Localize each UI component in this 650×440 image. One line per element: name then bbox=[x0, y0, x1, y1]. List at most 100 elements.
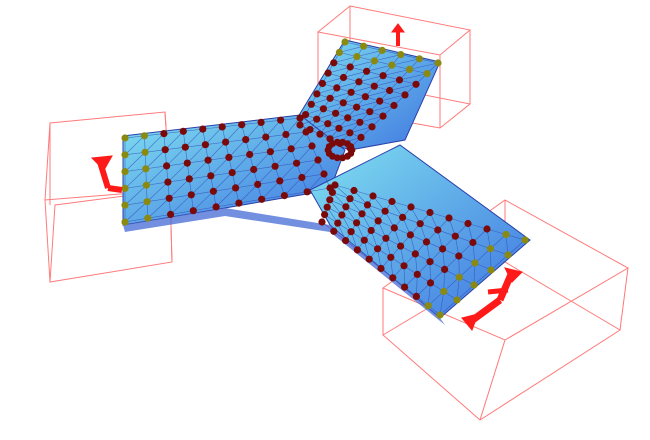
node-marker-icon bbox=[357, 133, 365, 141]
node-marker-icon bbox=[142, 181, 150, 189]
node-marker-icon bbox=[250, 165, 258, 174]
node-marker-icon bbox=[121, 134, 129, 142]
node-marker-icon bbox=[282, 130, 290, 139]
node-marker-icon bbox=[222, 138, 230, 146]
node-marker-icon bbox=[453, 296, 461, 304]
node-marker-icon bbox=[161, 146, 169, 154]
node-marker-icon bbox=[287, 145, 295, 153]
node-marker-icon bbox=[502, 230, 510, 239]
node-marker-icon bbox=[341, 38, 349, 46]
node-marker-icon bbox=[347, 143, 355, 150]
node-marker-icon bbox=[164, 178, 172, 186]
node-marker-icon bbox=[277, 116, 285, 124]
node-marker-icon bbox=[318, 218, 326, 226]
node-marker-icon bbox=[379, 72, 387, 80]
node-marker-icon bbox=[406, 231, 414, 239]
node-marker-icon bbox=[353, 53, 361, 61]
node-marker-icon bbox=[407, 203, 415, 211]
node-marker-icon bbox=[436, 311, 444, 319]
node-marker-icon bbox=[374, 217, 382, 225]
node-marker-icon bbox=[254, 180, 262, 188]
node-marker-icon bbox=[144, 214, 152, 222]
node-marker-icon bbox=[397, 242, 405, 250]
force-arrow-icon bbox=[90, 155, 123, 193]
node-marker-icon bbox=[303, 188, 311, 196]
node-marker-icon bbox=[307, 100, 315, 108]
node-marker-icon bbox=[411, 250, 419, 258]
node-marker-icon bbox=[320, 170, 328, 178]
node-marker-icon bbox=[187, 191, 195, 199]
node-marker-icon bbox=[470, 281, 478, 289]
node-marker-icon bbox=[140, 132, 148, 140]
node-marker-icon bbox=[355, 78, 363, 86]
node-marker-icon bbox=[212, 203, 220, 211]
node-marker-icon bbox=[367, 226, 375, 235]
boundary-nodes bbox=[121, 38, 529, 319]
node-marker-icon bbox=[381, 207, 389, 215]
node-marker-icon bbox=[318, 79, 327, 88]
node-marker-icon bbox=[366, 108, 374, 116]
node-marker-icon bbox=[471, 259, 479, 267]
node-marker-icon bbox=[328, 188, 336, 196]
node-marker-icon bbox=[266, 148, 274, 156]
node-marker-icon bbox=[413, 270, 421, 278]
node-marker-icon bbox=[326, 196, 334, 204]
node-marker-icon bbox=[199, 125, 207, 133]
mesh-arm-right bbox=[309, 144, 531, 319]
node-marker-icon bbox=[142, 165, 150, 173]
node-marker-icon bbox=[228, 169, 236, 177]
interior-nodes bbox=[160, 59, 491, 300]
node-marker-icon bbox=[121, 184, 129, 192]
node-marker-icon bbox=[347, 228, 355, 236]
node-marker-icon bbox=[209, 187, 217, 195]
node-marker-icon bbox=[323, 203, 331, 211]
node-marker-icon bbox=[376, 97, 384, 105]
node-marker-icon bbox=[390, 101, 398, 110]
node-marker-icon bbox=[483, 225, 491, 233]
node-marker-icon bbox=[469, 238, 477, 247]
node-marker-icon bbox=[353, 246, 361, 254]
node-marker-icon bbox=[390, 224, 398, 232]
node-marker-icon bbox=[321, 211, 329, 219]
node-marker-icon bbox=[181, 143, 189, 151]
node-marker-icon bbox=[333, 84, 341, 92]
node-marker-icon bbox=[326, 94, 334, 102]
node-marker-icon bbox=[377, 264, 385, 273]
node-marker-icon bbox=[521, 236, 529, 244]
node-marker-icon bbox=[451, 232, 459, 240]
node-marker-icon bbox=[434, 59, 442, 67]
node-marker-icon bbox=[360, 236, 368, 244]
node-marker-icon bbox=[262, 133, 270, 141]
node-marker-icon bbox=[399, 213, 407, 221]
mesh-side-face bbox=[123, 208, 445, 325]
node-marker-icon bbox=[298, 173, 306, 182]
node-marker-icon bbox=[165, 194, 173, 202]
node-marker-icon bbox=[400, 262, 408, 270]
node-marker-icon bbox=[276, 177, 284, 185]
node-marker-icon bbox=[344, 114, 352, 122]
node-marker-icon bbox=[121, 218, 129, 226]
node-marker-icon bbox=[434, 226, 442, 234]
node-marker-icon bbox=[121, 151, 129, 159]
node-marker-icon bbox=[314, 156, 322, 164]
node-marker-icon bbox=[242, 136, 250, 144]
node-marker-icon bbox=[353, 219, 361, 227]
node-marker-icon bbox=[313, 115, 321, 123]
node-marker-icon bbox=[358, 210, 366, 218]
node-marker-icon bbox=[379, 112, 387, 120]
node-marker-icon bbox=[121, 168, 129, 176]
node-marker-icon bbox=[246, 150, 254, 159]
node-marker-icon bbox=[207, 172, 215, 180]
node-marker-icon bbox=[238, 121, 246, 129]
node-marker-icon bbox=[201, 141, 209, 149]
node-marker-icon bbox=[338, 211, 346, 219]
node-marker-icon bbox=[330, 59, 338, 67]
force-arrows bbox=[90, 23, 523, 331]
node-marker-icon bbox=[346, 63, 354, 71]
node-marker-icon bbox=[401, 91, 409, 99]
node-marker-icon bbox=[426, 279, 435, 287]
node-marker-icon bbox=[339, 99, 347, 107]
node-marker-icon bbox=[365, 255, 373, 263]
